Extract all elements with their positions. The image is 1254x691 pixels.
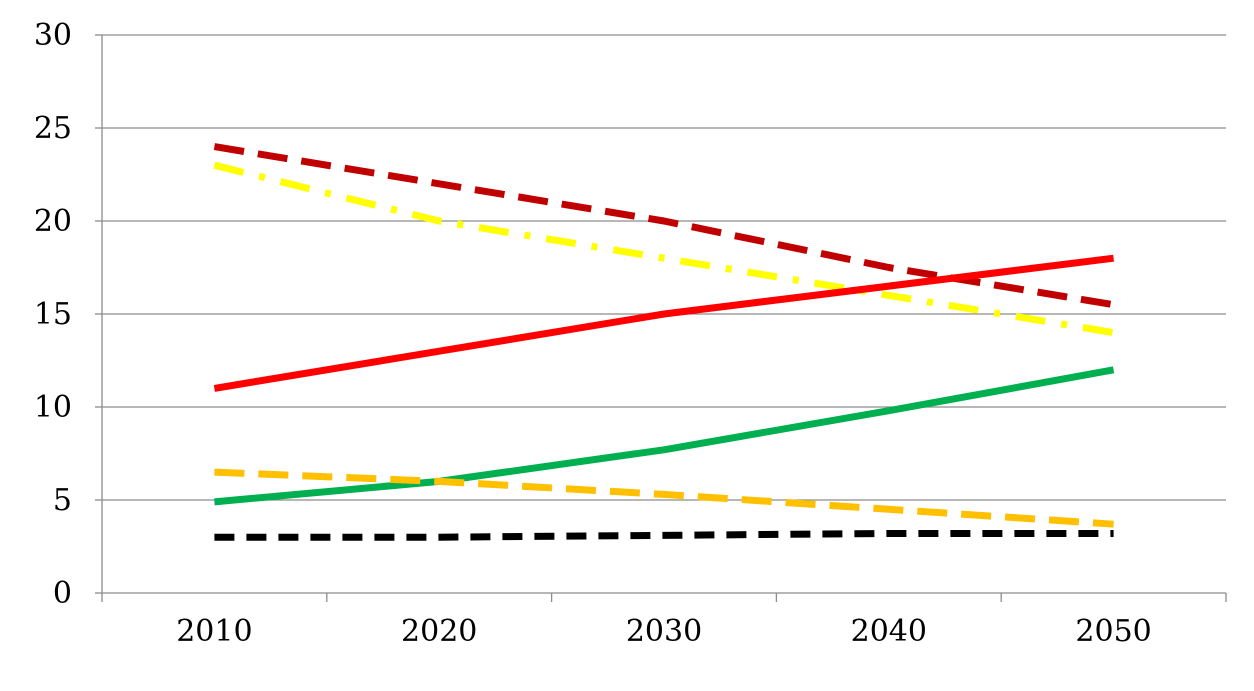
series-line-2 [213, 161, 1115, 337]
axes [95, 34, 1227, 602]
series-lines [213, 143, 1115, 541]
series-line-3 [213, 254, 1115, 392]
y-tick-label: 20 [34, 204, 72, 239]
y-tick-label: 25 [34, 111, 72, 146]
series-line-6 [214, 529, 1114, 541]
series-line-5 [214, 468, 1114, 528]
y-tick-label: 15 [34, 297, 72, 332]
y-tick-labels: 0 5 10 15 20 25 30 [34, 18, 72, 611]
x-tick-label: 2020 [401, 614, 477, 649]
x-tick-label: 2040 [851, 614, 927, 649]
series-line-4 [214, 366, 1115, 506]
y-tick-label: 30 [34, 18, 72, 53]
x-tick-label: 2050 [1075, 614, 1151, 649]
y-tick-label: 5 [53, 483, 72, 518]
x-tick-label: 2010 [176, 614, 252, 649]
x-tick-label: 2030 [626, 614, 702, 649]
x-tick-labels: 2010 2020 2030 2040 2050 [176, 614, 1152, 649]
y-tick-label: 0 [53, 576, 72, 611]
y-tick-label: 10 [34, 390, 72, 425]
series-line-1 [213, 143, 1115, 309]
